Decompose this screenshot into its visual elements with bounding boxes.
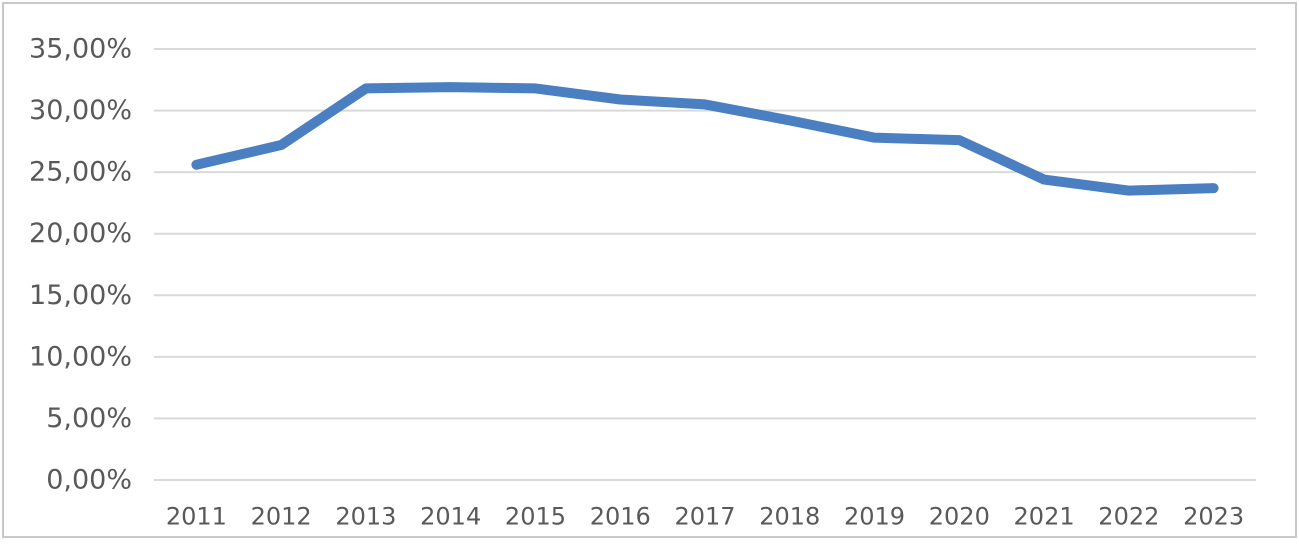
line-chart: 0,00% 5,00% 10,00% 15,00% 20,00% 25,00% 30,00%… [29, 34, 1256, 531]
x-axis-tick-label: 2022 [1098, 503, 1159, 531]
y-axis-tick-label: 35,00% [29, 34, 132, 65]
x-axis-tick-label: 2018 [759, 503, 820, 531]
y-axis-tick-label: 5,00% [46, 403, 132, 434]
y-axis-tick-label: 10,00% [29, 341, 132, 372]
y-axis-tick-label: 15,00% [29, 280, 132, 311]
x-axis-tick-label: 2013 [335, 503, 396, 531]
x-axis-tick-label: 2012 [251, 503, 312, 531]
y-axis-tick-label: 25,00% [29, 157, 132, 188]
x-axis-tick-label: 2020 [929, 503, 990, 531]
y-axis-tick-label: 30,00% [29, 95, 132, 126]
y-axis-tick-label: 0,00% [46, 465, 132, 496]
x-axis-tick-label: 2014 [420, 503, 481, 531]
x-axis-tick-label: 2017 [674, 503, 735, 531]
chart-frame: 0,00% 5,00% 10,00% 15,00% 20,00% 25,00% 30,00%… [2, 2, 1297, 538]
data-series-line [191, 82, 1219, 196]
x-axis-tick-label: 2021 [1014, 503, 1075, 531]
x-axis-tick-label: 2019 [844, 503, 905, 531]
x-axis-tick-label: 2015 [505, 503, 566, 531]
x-axis-tick-label: 2011 [166, 503, 227, 531]
x-axis-tick-label: 2023 [1183, 503, 1244, 531]
x-axis-tick-label: 2016 [590, 503, 651, 531]
y-axis-tick-label: 20,00% [29, 218, 132, 249]
